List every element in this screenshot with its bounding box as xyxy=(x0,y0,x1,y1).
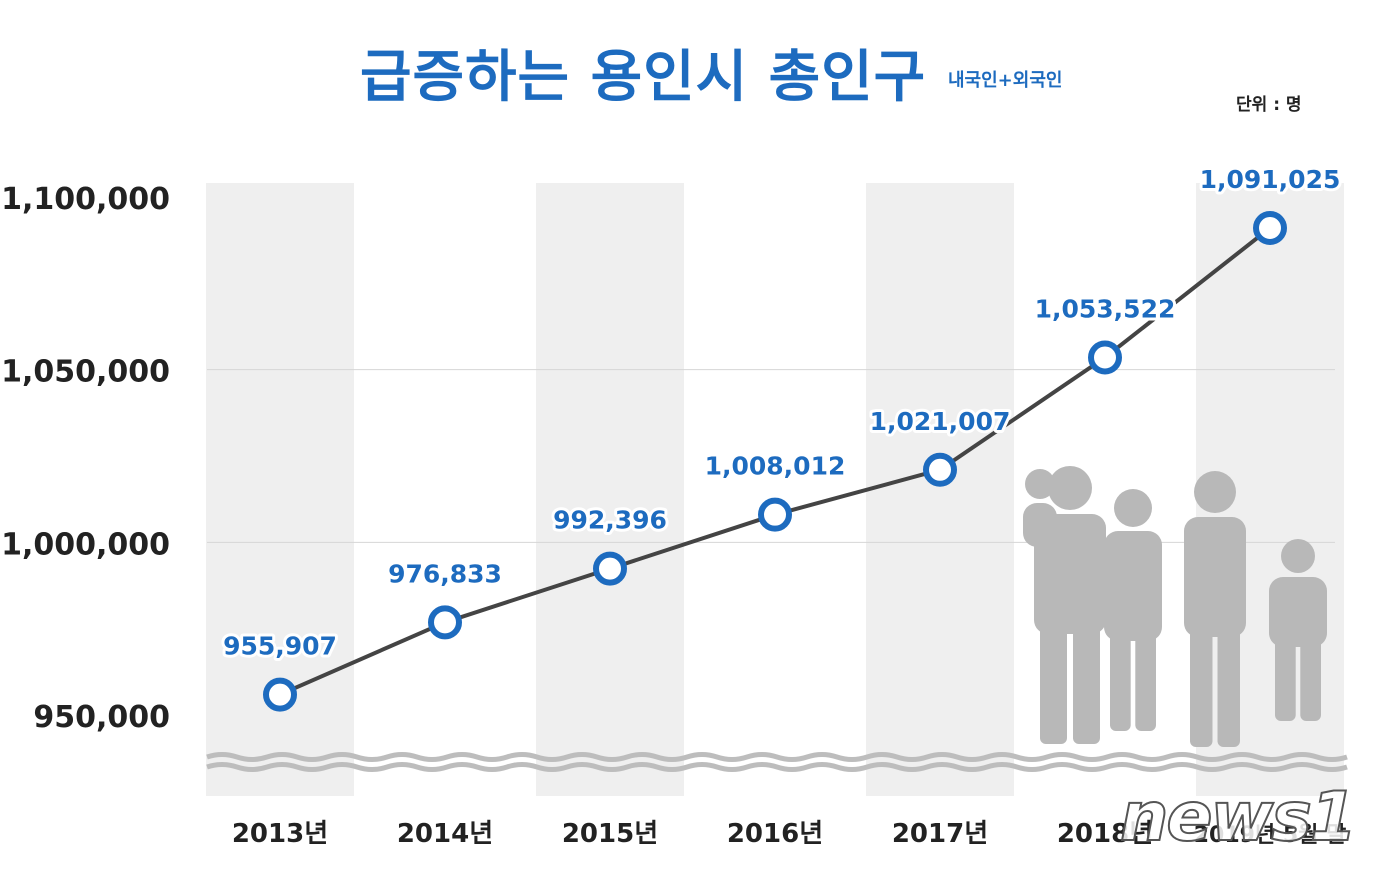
axis-break-wave xyxy=(206,752,1348,762)
x-tick-label: 2017년 xyxy=(892,819,988,849)
data-point xyxy=(758,497,792,532)
data-label: 992,396 xyxy=(553,506,667,535)
unit-label: 단위 : 명 xyxy=(1236,95,1302,115)
data-label: 976,833 xyxy=(388,559,502,588)
data-point xyxy=(923,452,957,487)
x-tick-label: 2015년 xyxy=(562,819,658,849)
data-point xyxy=(1088,340,1122,375)
y-tick-label: 1,100,000 xyxy=(1,182,170,217)
chart-title: 급증하는 용인시 총인구 xyxy=(360,45,927,110)
data-point xyxy=(1253,210,1287,245)
data-point xyxy=(428,605,462,640)
y-tick-label: 1,050,000 xyxy=(1,355,170,390)
y-tick-label: 950,000 xyxy=(33,700,170,735)
data-label: 1,091,025 xyxy=(1200,165,1341,194)
data-label: 955,907 xyxy=(223,632,337,661)
data-point xyxy=(593,551,627,586)
chart-subtitle: 내국인+외국인 xyxy=(948,70,1063,91)
x-tick-label: 2016년 xyxy=(727,819,823,849)
x-tick-label: 2014년 xyxy=(397,819,493,849)
column-band xyxy=(536,183,684,796)
data-label: 1,021,007 xyxy=(870,407,1011,436)
family-silhouette-icon xyxy=(1023,466,1327,747)
data-point xyxy=(263,677,297,712)
axis-break-wave xyxy=(206,762,1348,772)
news1-logo: news1 xyxy=(1119,777,1358,858)
x-tick-label: 2013년 xyxy=(232,819,328,849)
data-label: 1,053,522 xyxy=(1035,295,1176,324)
x-tick-label: 2019년 5월 말 xyxy=(1194,823,1347,848)
column-band xyxy=(866,183,1014,796)
data-label: 1,008,012 xyxy=(705,452,846,481)
y-tick-label: 1,000,000 xyxy=(1,527,170,562)
x-tick-label: 2018년 xyxy=(1057,819,1153,849)
